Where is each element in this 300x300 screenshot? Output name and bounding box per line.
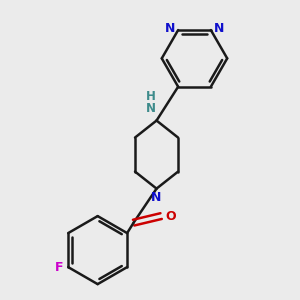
Text: N: N xyxy=(214,22,224,35)
Text: N: N xyxy=(152,191,162,204)
Text: F: F xyxy=(55,261,64,274)
Text: O: O xyxy=(165,210,176,223)
Text: H
N: H N xyxy=(146,90,156,115)
Text: N: N xyxy=(164,22,175,35)
